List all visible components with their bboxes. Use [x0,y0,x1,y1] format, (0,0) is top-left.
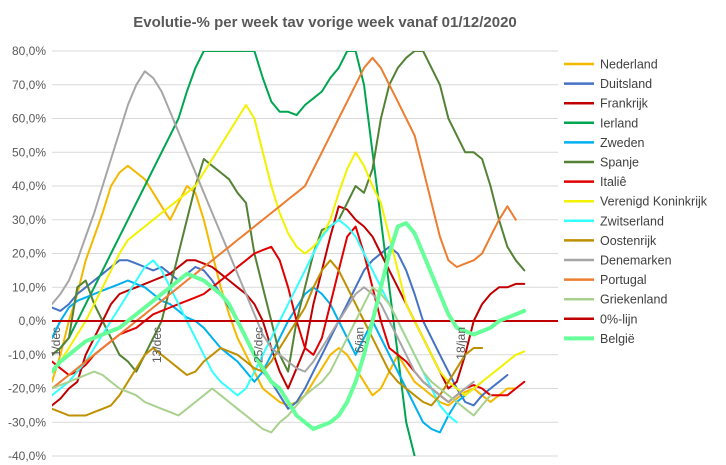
series-line-spanje [52,51,526,373]
legend-label: Zwitserland [600,214,664,228]
series-line-griekenland [52,286,492,434]
legend-label: Nederland [600,58,658,72]
legend-label: Oostenrijk [600,234,657,248]
legend-label: Spanje [600,156,639,170]
series-line-zweden [52,279,484,434]
chart-title: Evolutie-% per week tav vorige week vana… [133,14,517,31]
y-tick-label: -40,0% [8,449,46,463]
legend: Nederland Duitsland Frankrijk Ierland Zweden… [564,58,708,346]
legend-label: Verenigd Koninkrijk [600,195,708,209]
legend-label: Zweden [600,136,645,150]
legend-label: 0%-lijn [600,312,638,326]
y-tick-label: 30,0% [12,213,46,227]
legend-label: Duitsland [600,77,652,91]
legend-label: Ierland [600,116,638,130]
y-tick-label: 80,0% [12,44,46,58]
y-tick-label: -10,0% [8,348,46,362]
series-lines [52,51,558,456]
series-line-itali- [52,225,526,403]
x-tick-label: 25/dec [251,327,265,363]
series-line-verenigd-koninkrijk [52,104,526,397]
y-tick-label: 40,0% [12,179,46,193]
legend-label: Griekenland [600,293,667,307]
y-tick-label: -20,0% [8,382,46,396]
y-tick-label: 0,0% [19,314,47,328]
y-tick-label: 70,0% [12,78,46,92]
x-tick-label: 1/dec [49,327,63,356]
legend-label: Denemarken [600,254,672,268]
legend-label: Italiê [600,175,626,189]
series-line-denemarken [52,70,475,403]
y-axis-ticks: 80,0% 70,0% 60,0% 50,0% 40,0% 30,0% 20,0% 10,0%… [8,44,46,463]
legend-label: België [600,332,635,346]
y-tick-label: 20,0% [12,247,46,261]
series-line-portugal [52,56,517,390]
y-tick-label: 50,0% [12,145,46,159]
y-tick-label: 60,0% [12,112,46,126]
series-line-ierland [52,51,416,456]
x-tick-label: 6/jan [353,327,367,353]
x-tick-label: 13/dec [150,327,164,363]
series-line-duitsland [52,245,509,410]
legend-label: Frankrijk [600,97,649,111]
legend-label: Portugal [600,273,647,287]
series-line-belgi- [52,221,527,431]
series-line-oostenrijk [52,259,484,417]
x-axis-ticks: 1/dec 13/dec 25/dec 6/jan 18/jan [49,327,468,363]
x-tick-label: 18/jan [454,327,468,360]
y-tick-label: 10,0% [12,280,46,294]
y-tick-label: -30,0% [8,415,46,429]
